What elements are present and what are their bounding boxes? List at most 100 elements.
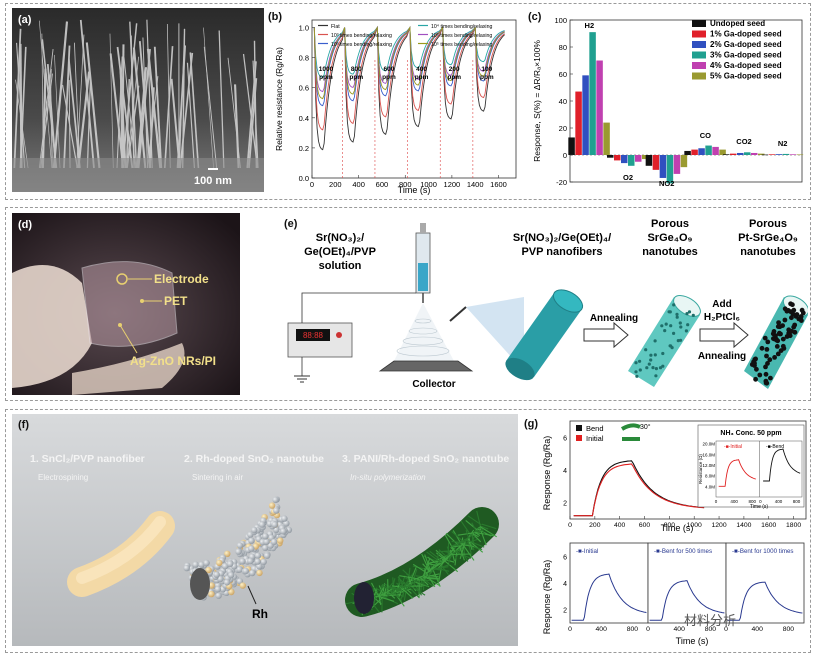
pani-spike bbox=[476, 510, 481, 527]
sno2-particle bbox=[248, 537, 255, 544]
particle bbox=[649, 358, 653, 362]
sno2-particle bbox=[242, 567, 249, 575]
bottom-title: -■-Bent for 1000 times bbox=[732, 548, 794, 555]
sno2-particle bbox=[249, 569, 256, 577]
row-panels-d-e bbox=[5, 207, 811, 401]
y-tick-label: 6 bbox=[563, 554, 567, 561]
rh-label: Rh bbox=[252, 607, 268, 621]
particle bbox=[764, 380, 770, 386]
panel-e-letter: (e) bbox=[284, 218, 298, 230]
bar-5-0 bbox=[761, 154, 769, 156]
bar-1-3 bbox=[628, 155, 635, 166]
annealing2-label: Annealing bbox=[698, 351, 746, 362]
nanorod bbox=[203, 46, 218, 169]
particle bbox=[775, 338, 781, 344]
step2-subtitle: Sintering in air bbox=[192, 473, 243, 482]
particle bbox=[685, 312, 689, 316]
pani-spike bbox=[475, 530, 482, 533]
category-label: CO2 bbox=[736, 137, 751, 146]
pani-spike bbox=[421, 553, 431, 573]
inset-x-tick: 800 bbox=[793, 499, 801, 504]
pani-spike bbox=[479, 526, 497, 538]
particle bbox=[663, 329, 667, 333]
pani-spike bbox=[402, 586, 406, 598]
particle bbox=[634, 361, 638, 365]
nanorod bbox=[38, 49, 54, 169]
bar-3-5 bbox=[719, 149, 726, 155]
nanorod bbox=[79, 19, 95, 169]
sno2-particle bbox=[280, 528, 287, 535]
concentration-unit: ppm bbox=[349, 74, 363, 81]
pani-spike bbox=[450, 546, 456, 552]
particle bbox=[763, 371, 769, 377]
pani-spike bbox=[479, 526, 487, 546]
particle bbox=[686, 323, 690, 327]
pani-spike bbox=[400, 587, 408, 594]
particle bbox=[679, 325, 683, 329]
panel-g-letter: (g) bbox=[524, 418, 538, 430]
particle bbox=[774, 344, 780, 349]
nanorod bbox=[233, 84, 240, 169]
step1-subtitle: Electrospining bbox=[38, 473, 88, 482]
pani-spike bbox=[477, 528, 492, 537]
sno2-particle bbox=[247, 557, 254, 565]
panel-d-photo: (d) Electrode PET Ag-ZnO NRs/PI bbox=[12, 213, 240, 395]
bar-4-1 bbox=[730, 153, 737, 155]
y-tick-label: 40 bbox=[559, 97, 567, 106]
panel-d-letter: (d) bbox=[18, 219, 32, 231]
particle bbox=[791, 324, 797, 330]
pani-spike bbox=[451, 544, 463, 547]
category-label: O2 bbox=[623, 173, 633, 182]
pani-spike bbox=[426, 551, 442, 564]
concentration-value: 100 bbox=[481, 66, 492, 73]
pani-spike bbox=[474, 531, 481, 536]
bar-4-4 bbox=[751, 152, 758, 155]
pani-spike bbox=[386, 591, 401, 595]
panel-c-letter: (c) bbox=[528, 11, 542, 23]
inset-xlabel: Time (s) bbox=[750, 504, 768, 510]
legend-swatch bbox=[692, 41, 706, 48]
pani-spike bbox=[440, 552, 453, 564]
sno2-particle bbox=[215, 592, 222, 599]
particle bbox=[754, 366, 759, 372]
category-label: N2 bbox=[778, 139, 788, 148]
particle bbox=[649, 353, 653, 357]
sno2-particle bbox=[227, 560, 234, 568]
pani-spike bbox=[383, 588, 387, 596]
particle bbox=[651, 366, 655, 370]
concentration-unit: ppm bbox=[415, 74, 429, 81]
particle bbox=[764, 353, 769, 359]
inset-series-0 bbox=[718, 459, 756, 487]
add-label: Add bbox=[712, 299, 731, 310]
sno2-particle bbox=[239, 558, 246, 565]
bar-0-4 bbox=[596, 60, 603, 155]
inset-x-tick: 400 bbox=[730, 499, 738, 504]
nanorod bbox=[242, 53, 259, 169]
sno2-particle bbox=[263, 552, 271, 559]
nanorod bbox=[130, 35, 135, 169]
particle bbox=[678, 321, 682, 325]
pani-spike bbox=[381, 594, 401, 597]
y-tick-label: 0.8 bbox=[299, 54, 309, 63]
category-label: H2 bbox=[585, 21, 595, 30]
panel-a-sem-image: (a) 100 nm bbox=[12, 8, 264, 192]
panel-g-charts: (g) Response (Rg/Ra) Time (s) 0 200 400 600… bbox=[524, 418, 807, 646]
pani-spike bbox=[387, 588, 394, 595]
pani-spike bbox=[444, 560, 459, 573]
pani-spike bbox=[371, 582, 380, 597]
particle bbox=[788, 309, 793, 314]
particle bbox=[654, 367, 658, 371]
particle bbox=[773, 333, 778, 338]
y-tick-label: 0.0 bbox=[299, 174, 309, 183]
particle bbox=[670, 346, 674, 350]
bottom-series-1 bbox=[649, 580, 725, 621]
x-tick-label: 1400 bbox=[736, 522, 751, 529]
x-tick-label: 1200 bbox=[444, 180, 461, 189]
pani-opening bbox=[354, 582, 374, 614]
rh-particle bbox=[216, 559, 223, 567]
porous-nanotube bbox=[628, 295, 701, 387]
x-tick-label: 800 bbox=[783, 626, 795, 633]
particle bbox=[658, 366, 663, 370]
bottom-plot-0 bbox=[569, 542, 649, 624]
particle bbox=[645, 366, 649, 370]
